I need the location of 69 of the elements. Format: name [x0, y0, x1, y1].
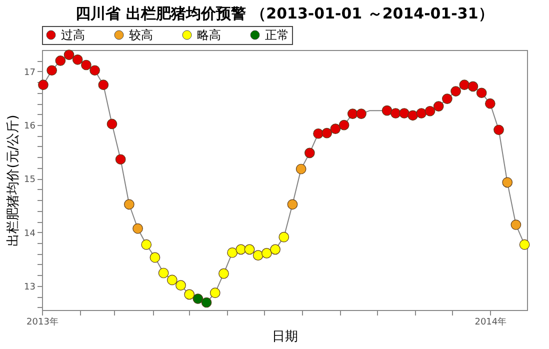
- point: [399, 108, 410, 118]
- point: [166, 274, 178, 286]
- legend-label: 正常: [265, 28, 289, 42]
- point: [296, 164, 306, 174]
- x-tick-label: 2014年: [474, 316, 507, 328]
- point: [424, 106, 436, 116]
- point: [356, 108, 366, 119]
- point: [442, 94, 452, 104]
- point: [132, 223, 143, 234]
- point: [227, 247, 238, 258]
- point: [390, 108, 401, 118]
- point: [81, 60, 92, 70]
- point: [192, 294, 204, 304]
- point: [90, 65, 100, 76]
- point: [55, 56, 66, 66]
- point: [176, 280, 186, 291]
- point: [262, 248, 272, 258]
- point: [408, 110, 418, 121]
- point: [210, 288, 220, 298]
- point: [494, 124, 504, 136]
- legend-label: 略高: [197, 28, 221, 42]
- point: [184, 289, 195, 300]
- point: [313, 128, 324, 139]
- point: [158, 268, 169, 278]
- point: [236, 244, 246, 255]
- point: [484, 98, 496, 109]
- point: [252, 250, 264, 260]
- y-tick-label: 13: [24, 282, 36, 292]
- point: [115, 154, 126, 165]
- point: [382, 105, 392, 116]
- point: [433, 101, 444, 112]
- point: [304, 148, 315, 158]
- y-tick-label: 16: [24, 122, 36, 132]
- point: [459, 80, 470, 90]
- point: [150, 252, 160, 263]
- y-tick-label: 14: [24, 228, 36, 239]
- point: [201, 297, 212, 308]
- x-tick-label: 2013年: [26, 316, 58, 328]
- point: [218, 268, 229, 279]
- point: [72, 54, 83, 65]
- point: [450, 86, 461, 96]
- point: [338, 120, 350, 130]
- point: [141, 239, 152, 250]
- point: [38, 80, 48, 90]
- point: [322, 128, 332, 138]
- legend-label: 较高: [129, 28, 153, 42]
- point: [502, 177, 513, 188]
- point: [476, 88, 487, 98]
- point: [124, 199, 134, 210]
- point: [106, 118, 118, 130]
- point: [244, 244, 255, 255]
- point: [46, 65, 57, 76]
- point: [64, 50, 74, 60]
- point: [278, 232, 290, 242]
- point: [287, 199, 298, 210]
- point: [98, 80, 109, 90]
- y-tick-label: 17: [24, 68, 36, 78]
- y-tick-label: 15: [24, 175, 36, 186]
- point: [270, 244, 280, 255]
- point: [510, 220, 522, 230]
- legend-label: 过高: [61, 28, 85, 42]
- chart-title: 四川省 出栏肥猪均价预警 （2013-01-01 ～2014-01-31）: [76, 4, 494, 22]
- point: [519, 239, 530, 250]
- point: [468, 81, 478, 92]
- x-axis-title: 日期: [272, 330, 298, 344]
- point: [330, 124, 341, 134]
- y-axis-title: 出栏肥猪均价(元/公斤): [6, 114, 22, 246]
- point: [416, 108, 427, 118]
- point: [347, 108, 358, 119]
